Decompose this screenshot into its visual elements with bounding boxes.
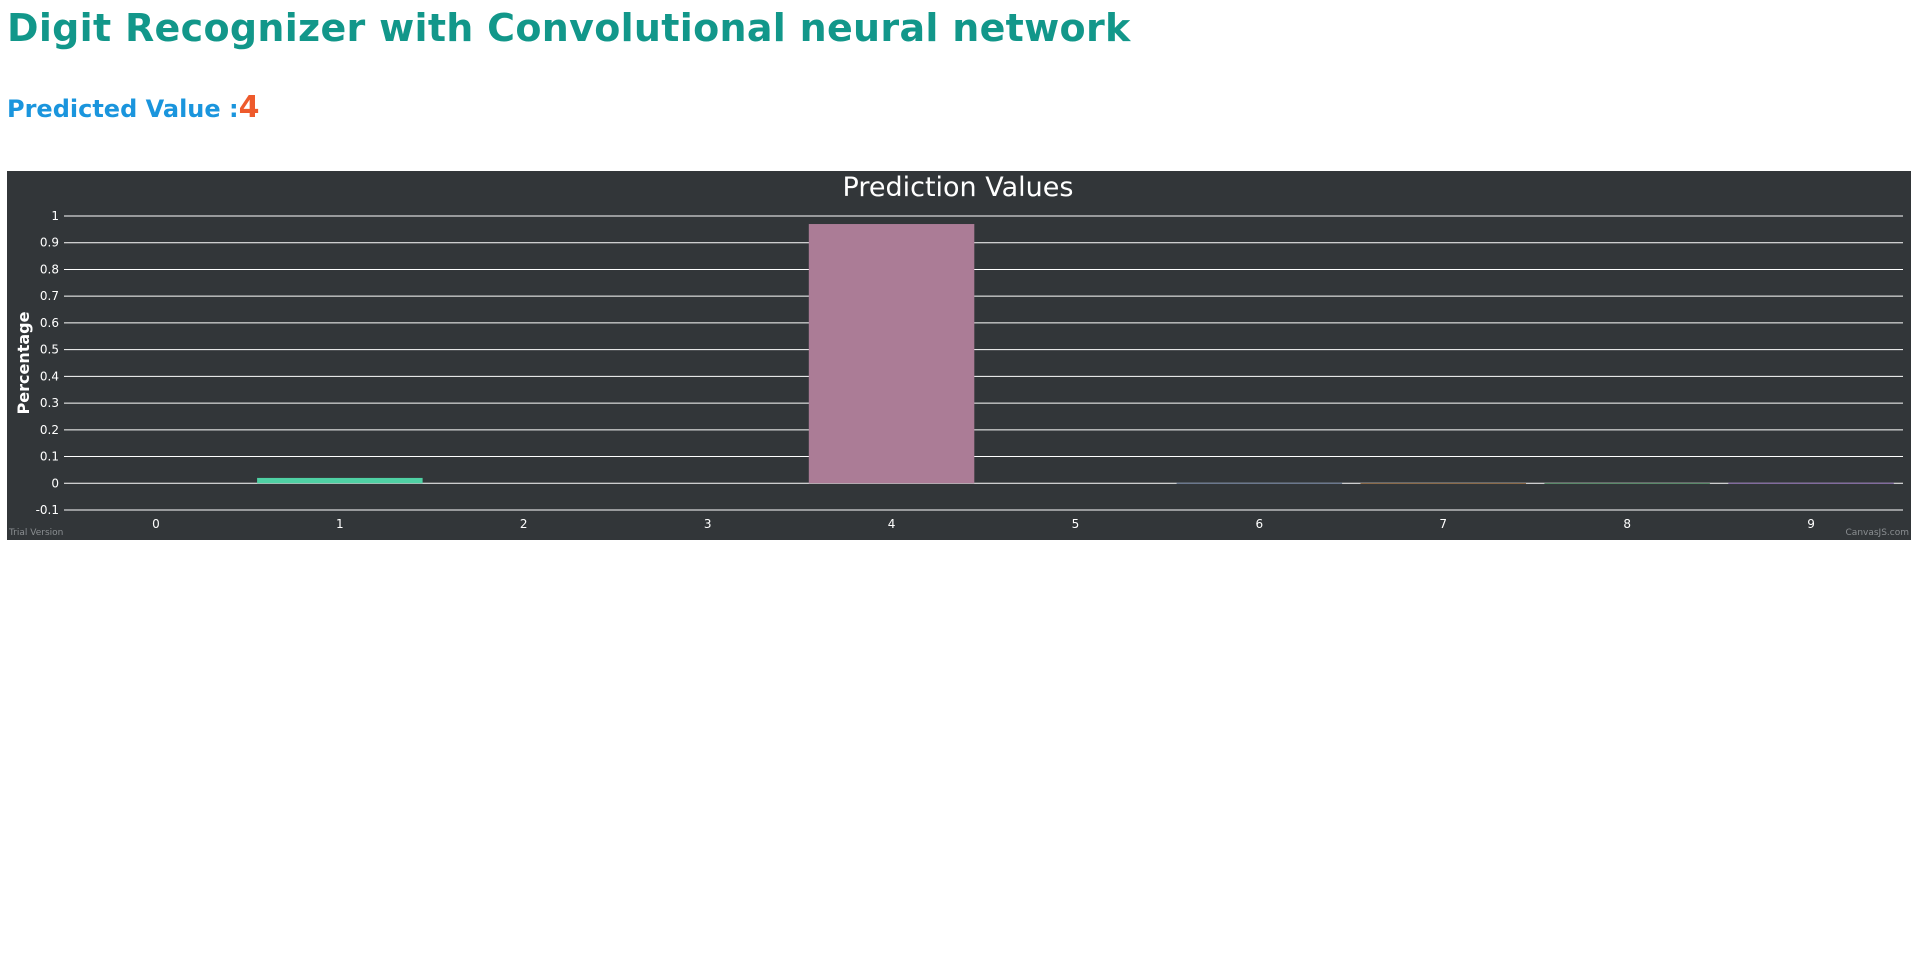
predicted-value-heading: Predicted Value :4 (7, 90, 260, 125)
page-title: Digit Recognizer with Convolutional neur… (7, 6, 1131, 50)
x-tick-label: 5 (1072, 517, 1080, 531)
x-tick-label: 9 (1807, 517, 1815, 531)
y-tick-label: 0.6 (40, 316, 59, 330)
y-axis-title: Percentage (14, 311, 33, 414)
y-tick-label: 0.2 (40, 423, 59, 437)
bar-digit-6[interactable] (1176, 482, 1343, 484)
canvasjs-credit-label: CanvasJS.com (1846, 528, 1909, 538)
x-tick-label: 8 (1623, 517, 1631, 531)
x-tick-label: 6 (1256, 517, 1264, 531)
chart-bars (257, 224, 1894, 485)
x-tick-label: 3 (704, 517, 712, 531)
bar-digit-1[interactable] (257, 477, 423, 484)
y-tick-label: 0.7 (40, 289, 59, 303)
y-tick-label: 0.1 (40, 450, 59, 464)
chart-title: Prediction Values (843, 172, 1074, 203)
x-tick-label: 0 (152, 517, 160, 531)
bar-digit-4[interactable] (808, 224, 975, 484)
prediction-chart: Prediction Values 1 0.9 0.8 0.7 0.6 0.5 0.4 0.3… (7, 171, 1911, 540)
chart-canvas: Prediction Values 1 0.9 0.8 0.7 0.6 0.5 0.4 0.3… (8, 172, 1909, 538)
y-tick-label: -0.1 (36, 503, 59, 517)
x-tick-label: 2 (520, 517, 528, 531)
x-axis-ticks: 0 1 2 3 4 5 6 7 8 9 (152, 517, 1815, 531)
chart-gridlines (64, 215, 1903, 511)
bar-digit-9[interactable] (1728, 482, 1894, 484)
predicted-value-label: Predicted Value : (7, 95, 239, 123)
bar-digit-8[interactable] (1544, 483, 1710, 485)
y-tick-label: 0.4 (40, 369, 59, 383)
y-tick-label: 0.8 (40, 262, 59, 276)
y-axis-ticks: 1 0.9 0.8 0.7 0.6 0.5 0.4 0.3 0.2 0.1 0 -0.1 (36, 209, 59, 517)
trial-version-label: Trial Version (8, 528, 63, 538)
y-tick-label: 1 (51, 209, 59, 223)
bar-digit-7[interactable] (1360, 483, 1527, 485)
x-tick-label: 1 (336, 517, 344, 531)
predicted-value: 4 (238, 90, 260, 125)
y-tick-label: 0.3 (40, 396, 59, 410)
y-tick-label: 0 (51, 476, 59, 490)
x-tick-label: 7 (1439, 517, 1447, 531)
y-tick-label: 0.9 (40, 236, 59, 250)
x-tick-label: 4 (888, 517, 896, 531)
y-tick-label: 0.5 (40, 343, 59, 357)
